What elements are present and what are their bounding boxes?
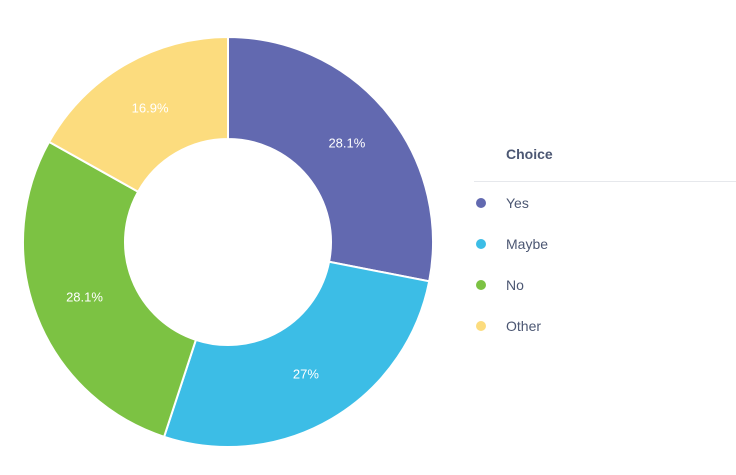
slice-maybe[interactable] xyxy=(162,260,431,448)
legend-dot-icon xyxy=(476,238,486,249)
donut-chart: 28.1% 27% 28.1% 16.9% xyxy=(22,35,434,448)
legend-dot-icon xyxy=(476,320,486,331)
legend-label: No xyxy=(506,276,524,293)
legend-item-maybe[interactable]: Maybe xyxy=(474,223,736,264)
slice-label-maybe: 27% xyxy=(293,366,319,381)
slice-label-other: 16.9% xyxy=(132,101,169,116)
legend-item-yes[interactable]: Yes xyxy=(474,182,736,223)
slice-yes[interactable] xyxy=(227,35,434,283)
legend: Choice Yes Maybe No Other xyxy=(474,140,736,346)
legend-label: Yes xyxy=(506,194,529,211)
legend-dot-icon xyxy=(476,197,486,208)
slice-label-yes: 28.1% xyxy=(328,136,365,151)
legend-item-no[interactable]: No xyxy=(474,264,736,305)
legend-item-other[interactable]: Other xyxy=(474,305,736,346)
legend-label: Maybe xyxy=(506,235,549,252)
legend-dot-icon xyxy=(476,279,486,290)
legend-label: Other xyxy=(506,317,542,334)
legend-title: Choice xyxy=(474,140,736,182)
slice-no[interactable] xyxy=(22,140,198,439)
slice-other[interactable] xyxy=(47,35,229,194)
slice-label-no: 28.1% xyxy=(66,289,103,304)
